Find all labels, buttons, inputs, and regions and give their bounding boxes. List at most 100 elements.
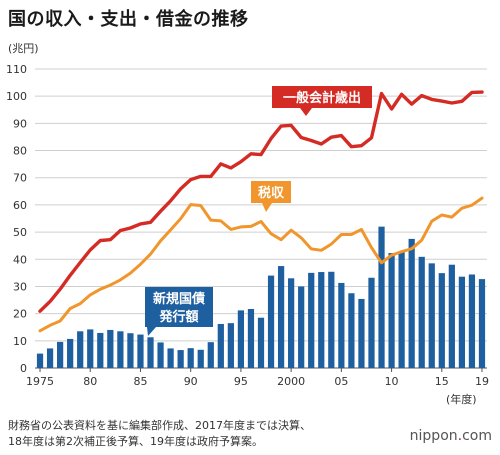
expenditure-point-2007 (360, 145, 363, 147)
bond-bar-1978 (67, 338, 74, 368)
expenditure-point-1982 (109, 239, 111, 241)
bond-bar-1979 (77, 331, 84, 368)
x-tick-label-2019: 19 (475, 375, 489, 388)
source-note-line-1: 財務省の公表資料を基に編集部作成、2017年度までは決算、 (8, 419, 311, 432)
expenditure-point-1976 (49, 300, 51, 303)
bond-bar-2007 (358, 298, 365, 368)
tax-point-1997 (260, 220, 262, 223)
expenditure-point-1991 (200, 175, 202, 177)
bond-bar-1990 (187, 348, 194, 368)
expenditure-point-2018 (471, 91, 473, 93)
tax-point-2010 (390, 254, 393, 256)
expenditure-point-1993 (220, 163, 222, 165)
bond-bar-2016 (448, 264, 455, 368)
expenditure-point-1987 (159, 210, 162, 212)
bond-bar-1984 (127, 333, 134, 368)
bond-bar-1999 (277, 266, 285, 368)
tax-label-text-1: 税収 (258, 185, 285, 201)
expenditure-point-2012 (411, 103, 413, 105)
x-tick-label-2005: 05 (334, 375, 348, 388)
y-tick-label-80: 80 (13, 145, 27, 158)
tax-point-2001 (300, 237, 302, 239)
bonds-label-box (145, 287, 213, 327)
expenditure-point-1996 (250, 153, 252, 155)
expenditure-point-1995 (240, 161, 242, 163)
bar-layer (36, 226, 486, 368)
expenditure-point-2019 (481, 91, 483, 93)
expenditure-point-1986 (149, 221, 152, 223)
tax-point-2008 (370, 246, 373, 249)
tax-point-2005 (340, 233, 342, 236)
expenditure-point-1997 (260, 154, 262, 156)
bond-bar-1975 (36, 353, 44, 368)
line-layer (38, 90, 484, 333)
bond-bar-1994 (227, 323, 234, 368)
axis-layer: 0 10 20 30 40 50 60 70 80 90 100 110 1975 80 85 90 95 200… (6, 63, 489, 388)
expenditure-point-1977 (59, 288, 61, 290)
bond-bar-2013 (418, 256, 425, 368)
y-tick-label-60: 60 (13, 199, 27, 212)
tax-point-1988 (170, 229, 172, 231)
x-tick-label-2015: 15 (435, 375, 449, 388)
tax-point-2009 (380, 262, 383, 264)
tax-point-2013 (421, 239, 423, 241)
expenditure-label: 一般会計歳出 (272, 86, 372, 116)
x-tick-label-1975: 1975 (26, 375, 54, 388)
bonds-label-text-1: 新規国債 (153, 291, 205, 307)
y-tick-label-50: 50 (13, 226, 27, 239)
bonds-label-text-2: 発行額 (158, 309, 198, 325)
expenditure-point-2017 (461, 100, 463, 102)
bond-bar-1980 (87, 329, 94, 368)
tax-point-1991 (200, 204, 202, 207)
expenditure-point-2015 (441, 100, 443, 102)
bond-bar-1988 (167, 348, 174, 368)
expenditure-point-2011 (401, 93, 403, 95)
bond-bar-1998 (267, 275, 275, 368)
expenditure-point-1984 (129, 227, 132, 229)
expenditure-point-1979 (79, 261, 81, 264)
expenditure-point-2004 (330, 136, 332, 138)
tax-point-1984 (129, 272, 132, 274)
expenditure-point-1978 (69, 274, 71, 276)
expenditure-point-1998 (270, 137, 272, 140)
source-note: 財務省の公表資料を基に編集部作成、2017年度までは決算、 18年度は第2次補正… (8, 418, 311, 450)
bonds-label-pointer (147, 327, 156, 336)
logo-prefix: nippon (409, 428, 458, 444)
bond-bar-1992 (207, 342, 214, 368)
tax-point-1989 (180, 218, 182, 220)
tax-point-2003 (320, 249, 322, 251)
bond-bar-2006 (348, 293, 355, 368)
expenditure-point-2014 (431, 98, 433, 101)
tax-point-1979 (79, 302, 81, 305)
expenditure-point-1981 (99, 239, 101, 242)
tax-point-2011 (401, 251, 403, 253)
tax-label: 税収 (251, 181, 291, 212)
expenditure-point-1980 (89, 249, 91, 251)
tax-label-box (251, 181, 291, 203)
tax-point-2007 (360, 228, 363, 230)
tax-point-2018 (471, 204, 473, 206)
bond-bar-1993 (217, 323, 224, 368)
bond-bar-2012 (408, 238, 415, 368)
tax-point-2006 (350, 233, 352, 236)
bond-bar-1996 (247, 309, 255, 368)
logo-suffix: com (462, 428, 492, 444)
tax-point-2000 (290, 229, 292, 231)
bond-bar-1997 (257, 317, 265, 368)
expenditure-label-text-1: 一般会計歳出 (283, 90, 361, 106)
expenditure-point-1985 (139, 223, 142, 225)
bond-bar-1989 (177, 350, 184, 368)
y-tick-label-20: 20 (13, 308, 27, 321)
source-note-line-2: 18年度は第2次補正後予算、19年度は政府予算案。 (8, 435, 263, 448)
expenditure-point-2016 (451, 102, 453, 104)
tax-point-2004 (330, 243, 332, 245)
expenditure-point-2008 (370, 137, 373, 139)
tax-label-pointer (262, 203, 272, 212)
tax-point-2014 (431, 220, 433, 222)
tax-point-1999 (280, 239, 282, 241)
bond-bar-1976 (46, 348, 54, 368)
expenditure-point-2001 (300, 136, 302, 139)
y-tick-label-0: 0 (20, 362, 27, 375)
bond-bar-1977 (56, 341, 64, 368)
